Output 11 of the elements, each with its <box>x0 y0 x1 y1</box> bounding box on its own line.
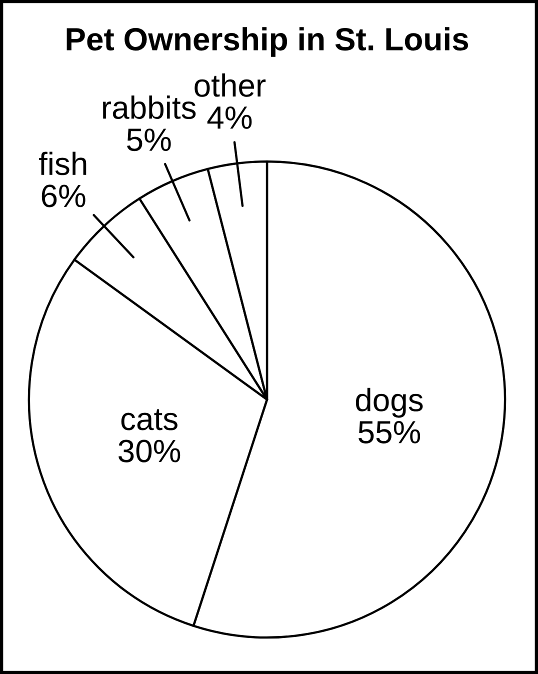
data-label: 5% <box>127 128 171 152</box>
data-label: 55% <box>358 421 420 444</box>
chart-title: Pet Ownership in St. Louis <box>66 27 468 57</box>
data-label: 6% <box>42 184 86 208</box>
slice-label: other <box>194 73 266 97</box>
data-label: 30% <box>118 440 180 462</box>
data-label: 4% <box>207 106 252 129</box>
slice-label: rabbits <box>103 96 196 119</box>
slice-label: fish <box>38 152 86 176</box>
slice-label: dogs <box>356 388 423 418</box>
slice-label: cats <box>121 409 178 430</box>
